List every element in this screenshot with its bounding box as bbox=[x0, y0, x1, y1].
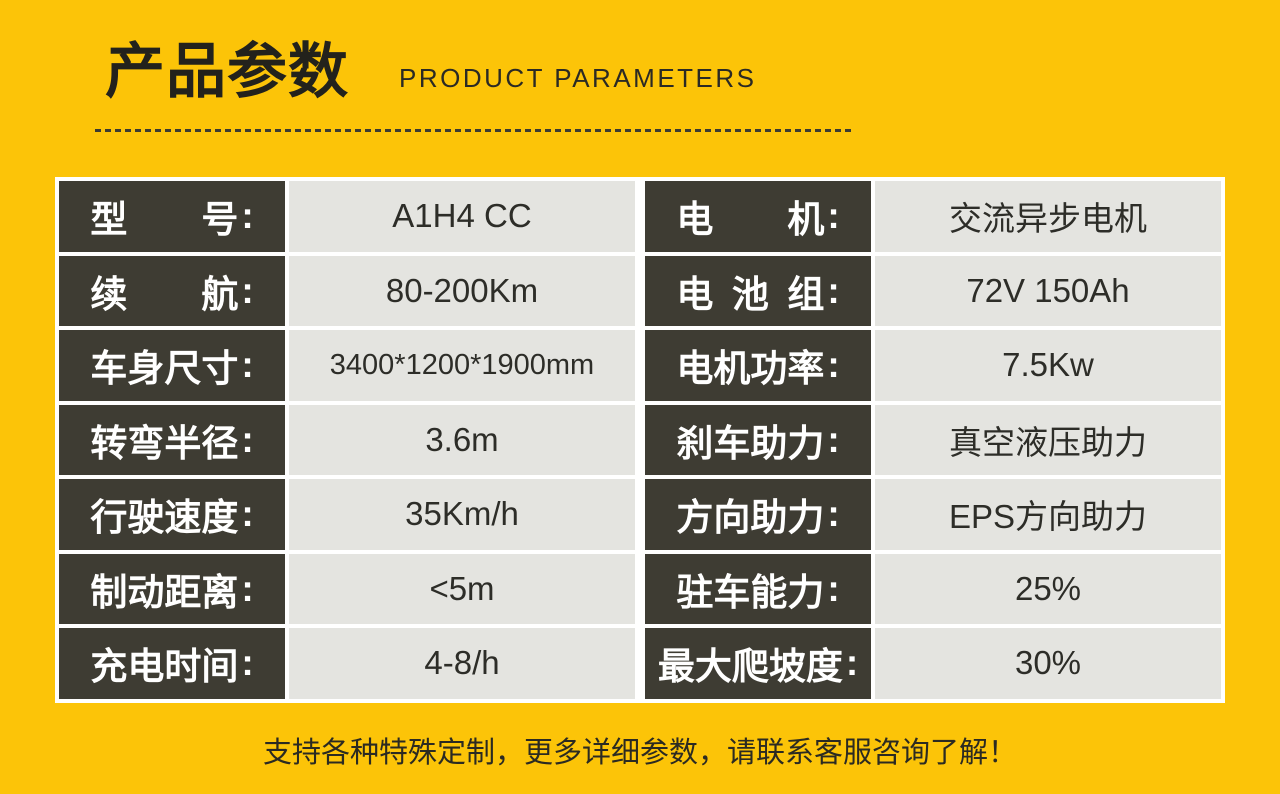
spec-label-motor: 电机: bbox=[645, 181, 871, 252]
spec-label-text: 制动距离 bbox=[90, 571, 239, 613]
spec-value-speed: 35Km/h bbox=[289, 479, 635, 550]
spec-value-max-gradeability: 30% bbox=[875, 628, 1221, 699]
spec-label-text: 车身尺寸 bbox=[90, 348, 239, 390]
spec-label-text: 最大爬坡度 bbox=[657, 646, 843, 688]
label-colon: : bbox=[827, 269, 840, 311]
spec-value-turning-radius: 3.6m bbox=[289, 404, 635, 475]
label-colon: : bbox=[827, 195, 840, 237]
footer-note: 支持各种特殊定制，更多详细参数，请联系客服咨询了解！ bbox=[262, 736, 1017, 769]
spec-value-battery: 72V 150Ah bbox=[875, 255, 1221, 326]
spec-label-text: 方向助力 bbox=[676, 497, 825, 539]
label-colon: : bbox=[827, 493, 840, 535]
spec-label-parking-ability: 驻车能力: bbox=[645, 553, 871, 624]
spec-table: 型号: A1H4 CC 电机: 交流异步电机 续航: 80-200Km 电池组:… bbox=[55, 177, 1225, 703]
spec-label-motor-power: 电机功率: bbox=[645, 330, 871, 401]
spec-value-range: 80-200Km bbox=[289, 255, 635, 326]
spec-label-turning-radius: 转弯半径: bbox=[59, 404, 285, 475]
label-colon: : bbox=[827, 567, 840, 609]
spec-label-text: 电池组 bbox=[676, 273, 825, 315]
spec-value-parking-ability: 25% bbox=[875, 553, 1221, 624]
label-colon: : bbox=[845, 642, 859, 684]
page-title: 产品参数 bbox=[105, 38, 349, 105]
label-colon: : bbox=[241, 195, 254, 237]
spec-value-braking-distance: <5m bbox=[289, 553, 635, 624]
spec-label-max-gradeability: 最大爬坡度: bbox=[645, 628, 871, 699]
spec-label-battery: 电池组: bbox=[645, 255, 871, 326]
spec-label-text: 续航 bbox=[90, 273, 239, 315]
label-colon: : bbox=[827, 344, 840, 386]
spec-value-motor: 交流异步电机 bbox=[875, 181, 1221, 252]
spec-label-braking-distance: 制动距离: bbox=[59, 553, 285, 624]
spec-label-range: 续航: bbox=[59, 255, 285, 326]
dotted-divider bbox=[95, 129, 855, 132]
label-colon: : bbox=[241, 418, 254, 460]
spec-value-charging-time: 4-8/h bbox=[289, 628, 635, 699]
label-colon: : bbox=[241, 567, 254, 609]
page-subtitle: PRODUCT PARAMETERS bbox=[399, 63, 757, 93]
spec-label-text: 转弯半径 bbox=[90, 422, 239, 464]
spec-label-body-size: 车身尺寸: bbox=[59, 330, 285, 401]
spec-value-body-size: 3400*1200*1900mm bbox=[289, 330, 635, 401]
spec-label-text: 电机功率 bbox=[676, 348, 825, 390]
label-colon: : bbox=[241, 493, 254, 535]
spec-label-speed: 行驶速度: bbox=[59, 479, 285, 550]
spec-label-text: 驻车能力 bbox=[676, 571, 825, 613]
spec-label-steering-assist: 方向助力: bbox=[645, 479, 871, 550]
spec-label-text: 型号 bbox=[90, 199, 239, 241]
spec-label-text: 刹车助力 bbox=[676, 422, 825, 464]
label-colon: : bbox=[241, 642, 254, 684]
label-colon: : bbox=[241, 344, 254, 386]
label-colon: : bbox=[827, 418, 840, 460]
label-colon: : bbox=[241, 269, 254, 311]
spec-label-text: 行驶速度 bbox=[90, 497, 239, 539]
spec-value-motor-power: 7.5Kw bbox=[875, 330, 1221, 401]
spec-label-model: 型号: bbox=[59, 181, 285, 252]
spec-value-brake-assist: 真空液压助力 bbox=[875, 404, 1221, 475]
spec-label-text: 充电时间 bbox=[90, 646, 239, 688]
header: 产品参数 PRODUCT PARAMETERS bbox=[0, 0, 1280, 103]
spec-value-steering-assist: EPS方向助力 bbox=[875, 479, 1221, 550]
spec-label-charging-time: 充电时间: bbox=[59, 628, 285, 699]
spec-label-brake-assist: 刹车助力: bbox=[645, 404, 871, 475]
spec-value-model: A1H4 CC bbox=[289, 181, 635, 252]
spec-label-text: 电机 bbox=[676, 199, 825, 241]
